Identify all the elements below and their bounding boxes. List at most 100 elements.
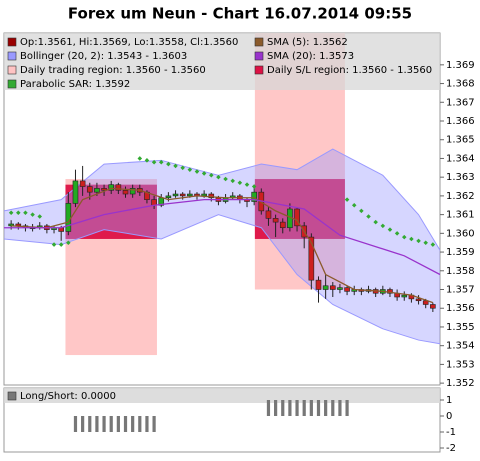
region <box>254 179 345 239</box>
candle-body <box>272 218 279 223</box>
bar <box>309 400 313 416</box>
candle-body <box>79 180 86 187</box>
legend-label: Parabolic SAR: 1.3592 <box>20 79 130 90</box>
sar-dot <box>344 197 350 202</box>
sar-dot <box>58 242 64 247</box>
candle-body <box>65 203 72 232</box>
candle-body <box>329 285 336 290</box>
legend-box <box>4 33 440 90</box>
legend-swatch <box>254 37 264 47</box>
bar <box>145 416 149 432</box>
bar <box>338 400 342 416</box>
sar-dot <box>66 240 71 245</box>
bar <box>266 400 271 416</box>
sar-dot <box>394 231 400 236</box>
bar <box>73 416 78 432</box>
bar <box>88 416 92 432</box>
bar <box>302 400 306 416</box>
chart-title: Forex um Neun - Chart 16.07.2014 09:55 <box>68 5 412 23</box>
candle-body <box>401 294 408 298</box>
lower-legend-box <box>4 388 440 403</box>
candle-body <box>72 180 79 204</box>
y-tick-label: 1.363 <box>446 172 475 183</box>
candle-body <box>294 208 300 227</box>
y-tick-label: 1.367 <box>446 97 475 108</box>
candle-body <box>172 193 179 197</box>
sar-dot <box>23 210 28 216</box>
bar <box>274 400 278 416</box>
y-tick-label: 1.362 <box>446 191 475 202</box>
bar <box>102 416 106 432</box>
bar <box>95 416 99 432</box>
candle-body <box>115 184 122 191</box>
candle-body <box>94 188 100 193</box>
legend-swatch <box>7 37 17 47</box>
y-tick-label: 1.368 <box>446 79 475 90</box>
y-tick-label: 1.355 <box>446 322 475 333</box>
candle-body <box>101 188 107 191</box>
legend-label: Daily trading region: 1.3560 - 1.3560 <box>20 65 206 76</box>
legend-swatch <box>7 51 17 61</box>
bar <box>81 416 85 432</box>
bar <box>316 400 321 416</box>
bar <box>324 400 328 416</box>
legend-label: Long/Short: 0.0000 <box>20 391 116 402</box>
candle-body <box>415 298 422 302</box>
y-tick-label: 1.357 <box>446 285 475 296</box>
candle-body <box>337 287 343 290</box>
line <box>11 187 434 304</box>
bar <box>288 400 292 416</box>
legend-label: Daily S/L region: 1.3560 - 1.3560 <box>267 65 432 76</box>
legend-label: SMA (5): 1.3562 <box>267 37 348 48</box>
y-tick-label: -1 <box>446 427 456 438</box>
sar-dot <box>430 242 436 247</box>
bar <box>131 416 135 432</box>
bar <box>116 416 120 432</box>
bar <box>138 416 142 432</box>
bar <box>281 400 285 416</box>
legend-swatch <box>7 79 17 89</box>
candle-body <box>322 285 329 290</box>
line <box>4 198 440 276</box>
candle-body <box>129 188 136 195</box>
bar <box>109 416 113 432</box>
sar-dot <box>409 236 414 242</box>
y-tick-label: 1.360 <box>446 228 475 239</box>
candle-body <box>308 236 315 281</box>
legend-label: SMA (20): 1.3573 <box>267 51 354 62</box>
candle-body <box>122 189 129 195</box>
candle-body <box>108 184 115 191</box>
band-edge <box>4 214 440 345</box>
candle-body <box>251 191 257 202</box>
candle-body <box>315 279 322 290</box>
sar-dot <box>51 242 57 247</box>
y-tick-label: 1.356 <box>446 303 475 314</box>
sar-dot <box>30 212 35 217</box>
y-tick-label: 1.359 <box>446 247 475 258</box>
y-tick-label: 1.366 <box>446 116 475 127</box>
y-tick-label: 1.369 <box>446 60 475 71</box>
y-tick-label: 1.364 <box>446 153 475 164</box>
sar-dot <box>380 223 386 229</box>
y-tick-label: 1.354 <box>446 341 475 352</box>
y-tick-label: 1.361 <box>446 210 475 221</box>
candle-body <box>165 195 172 199</box>
y-tick-label: -2 <box>446 443 456 454</box>
legend-swatch <box>7 65 17 75</box>
bar <box>123 416 128 432</box>
candle-body <box>86 186 93 193</box>
legend-swatch <box>254 51 264 61</box>
candle-body <box>179 193 186 197</box>
band-area <box>4 149 440 344</box>
legend-label: Bollinger (20, 2): 1.3543 - 1.3603 <box>20 51 187 62</box>
legend-swatch <box>254 65 264 75</box>
y-tick-label: 1.353 <box>446 359 475 370</box>
candle-body <box>208 193 215 199</box>
sar-dot <box>16 210 21 216</box>
band-edge <box>4 148 440 251</box>
legend-swatch <box>7 391 17 401</box>
candle-body <box>279 221 286 229</box>
candle-body <box>344 287 350 292</box>
bar <box>295 400 299 416</box>
